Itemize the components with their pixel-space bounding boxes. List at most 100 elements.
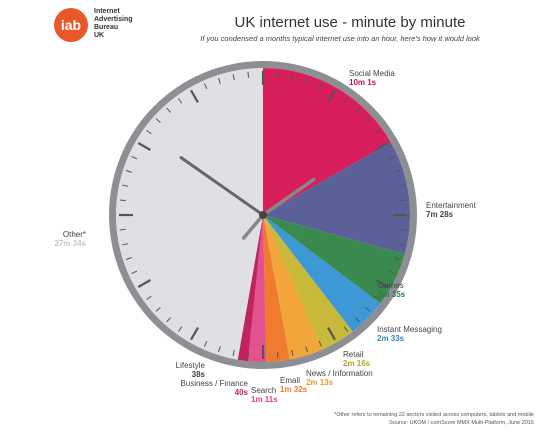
clock-minute-tick bbox=[177, 98, 183, 104]
label-search: Search bbox=[251, 386, 276, 395]
slice-search bbox=[247, 215, 267, 362]
clock-minute-tick bbox=[155, 306, 161, 312]
clock-minute-tick bbox=[374, 129, 380, 135]
clock-hour-tick bbox=[375, 279, 389, 288]
clock-hour-tick bbox=[137, 142, 151, 151]
slice-business-finance bbox=[237, 215, 263, 362]
clock-minute-tick bbox=[291, 349, 294, 356]
slice-instant-messaging bbox=[263, 215, 381, 332]
clock-minute-tick bbox=[397, 184, 404, 187]
slice-retail bbox=[263, 215, 353, 350]
chart-title: UK internet use - minute by minute bbox=[234, 14, 466, 31]
clock-minute-tick bbox=[397, 243, 404, 246]
clock-minute-tick bbox=[125, 257, 132, 260]
clock-minute-tick bbox=[146, 295, 152, 301]
slice-games bbox=[263, 215, 405, 304]
clock-minute-tick bbox=[119, 228, 126, 231]
org-line: Advertising bbox=[94, 16, 133, 23]
clock-minute-tick bbox=[354, 107, 360, 113]
clock-hour-tick bbox=[137, 279, 151, 288]
clock-minute-tick bbox=[166, 317, 172, 323]
time-other: 27m 34s bbox=[54, 239, 86, 248]
clock-minute-tick bbox=[394, 170, 401, 173]
clock-minute-tick bbox=[388, 270, 395, 275]
clock-center-pin bbox=[259, 211, 267, 219]
clock-minute-tick bbox=[318, 83, 323, 90]
slice-other bbox=[116, 68, 263, 358]
label-instant-messaging: Instant Messaging bbox=[377, 325, 442, 334]
label-games: Games bbox=[378, 281, 404, 290]
clock-minute-tick bbox=[218, 346, 221, 353]
time-retail: 2m 16s bbox=[343, 359, 371, 368]
clock-hour-tick bbox=[327, 327, 336, 341]
clock-minute-tick bbox=[374, 295, 380, 301]
clock-hour-hand-front bbox=[261, 177, 316, 217]
clock-minute-tick bbox=[177, 326, 183, 332]
clock-minute-tick bbox=[146, 129, 152, 135]
clock-hour-tick bbox=[375, 142, 389, 151]
clock-minute-tick bbox=[218, 77, 221, 84]
clock-minute-tick bbox=[125, 170, 132, 173]
slice-email bbox=[263, 215, 290, 362]
time-lifestyle: 38s bbox=[192, 370, 206, 379]
clock-minute-tick bbox=[122, 243, 129, 246]
clock-minute-tick bbox=[122, 184, 129, 187]
clock-minute-tick bbox=[232, 74, 235, 81]
logo-text: iab bbox=[60, 17, 82, 33]
clock-minute-tick bbox=[400, 199, 407, 202]
label-entertainment: Entertainment bbox=[426, 201, 477, 210]
time-news-information: 2m 13s bbox=[306, 378, 334, 387]
clock-minute-tick bbox=[276, 71, 279, 78]
label-email: Email bbox=[280, 376, 300, 385]
label-social-media: Social Media bbox=[349, 69, 395, 78]
label-lifestyle: Lifestyle bbox=[176, 361, 206, 370]
slice-lifestyle bbox=[228, 215, 263, 360]
clock-minute-tick bbox=[365, 118, 371, 124]
org-line: UK bbox=[94, 32, 105, 39]
clock-hour-tick bbox=[327, 89, 336, 103]
clock-minute-tick bbox=[131, 270, 138, 275]
iab-logo: iab bbox=[54, 8, 88, 42]
source-line: Source: UKOM / comScore MMX Multi-Platfo… bbox=[389, 420, 534, 426]
clock-minute-tick bbox=[394, 257, 401, 260]
chart-subtitle: If you condensed a months typical intern… bbox=[200, 34, 480, 43]
label-business-finance: Business / Finance bbox=[180, 379, 248, 388]
org-line: Bureau bbox=[94, 24, 119, 31]
org-line: Internet bbox=[94, 8, 120, 15]
clock-hour-tick bbox=[190, 89, 199, 103]
clock-minute-tick bbox=[291, 74, 294, 81]
clock-hour-hand-tail bbox=[241, 213, 265, 240]
time-games: 3m 35s bbox=[378, 290, 406, 299]
time-email: 1m 32s bbox=[280, 385, 308, 394]
clock-minute-tick bbox=[400, 228, 407, 231]
label-retail: Retail bbox=[343, 350, 364, 359]
clock-minute-tick bbox=[131, 155, 138, 160]
clock-minute-tick bbox=[166, 107, 172, 113]
footnote-line: *Other refers to remaining 22 sectors vi… bbox=[334, 412, 534, 418]
footnote: *Other refers to remaining 22 sectors vi… bbox=[334, 411, 534, 427]
clock-minute-tick bbox=[119, 199, 126, 202]
clock-minute-tick bbox=[343, 98, 349, 104]
clock-minute-tick bbox=[305, 77, 308, 84]
time-search: 1m 11s bbox=[251, 395, 278, 404]
slice-news-information bbox=[263, 215, 323, 360]
clock-minute-tick bbox=[388, 155, 395, 160]
clock-minute-tick bbox=[247, 71, 250, 78]
clock-minute-tick bbox=[203, 340, 208, 347]
clock-minute-hand bbox=[179, 156, 265, 217]
clock-minute-tick bbox=[365, 306, 371, 312]
label-other: Other* bbox=[63, 230, 86, 239]
time-entertainment: 7m 28s bbox=[426, 210, 454, 219]
clock-hour-tick bbox=[190, 327, 199, 341]
label-news-information: News / Information bbox=[306, 369, 373, 378]
time-business-finance: 40s bbox=[235, 388, 249, 397]
clock-minute-tick bbox=[203, 83, 208, 90]
time-social-media: 10m 1s bbox=[349, 78, 377, 87]
clock-minute-tick bbox=[354, 317, 360, 323]
slice-social-media bbox=[263, 68, 391, 215]
clock-minute-tick bbox=[318, 340, 323, 347]
clock-minute-tick bbox=[276, 352, 279, 359]
org-name: Internet Advertising Bureau UK bbox=[94, 8, 133, 40]
clock-minute-tick bbox=[247, 352, 250, 359]
